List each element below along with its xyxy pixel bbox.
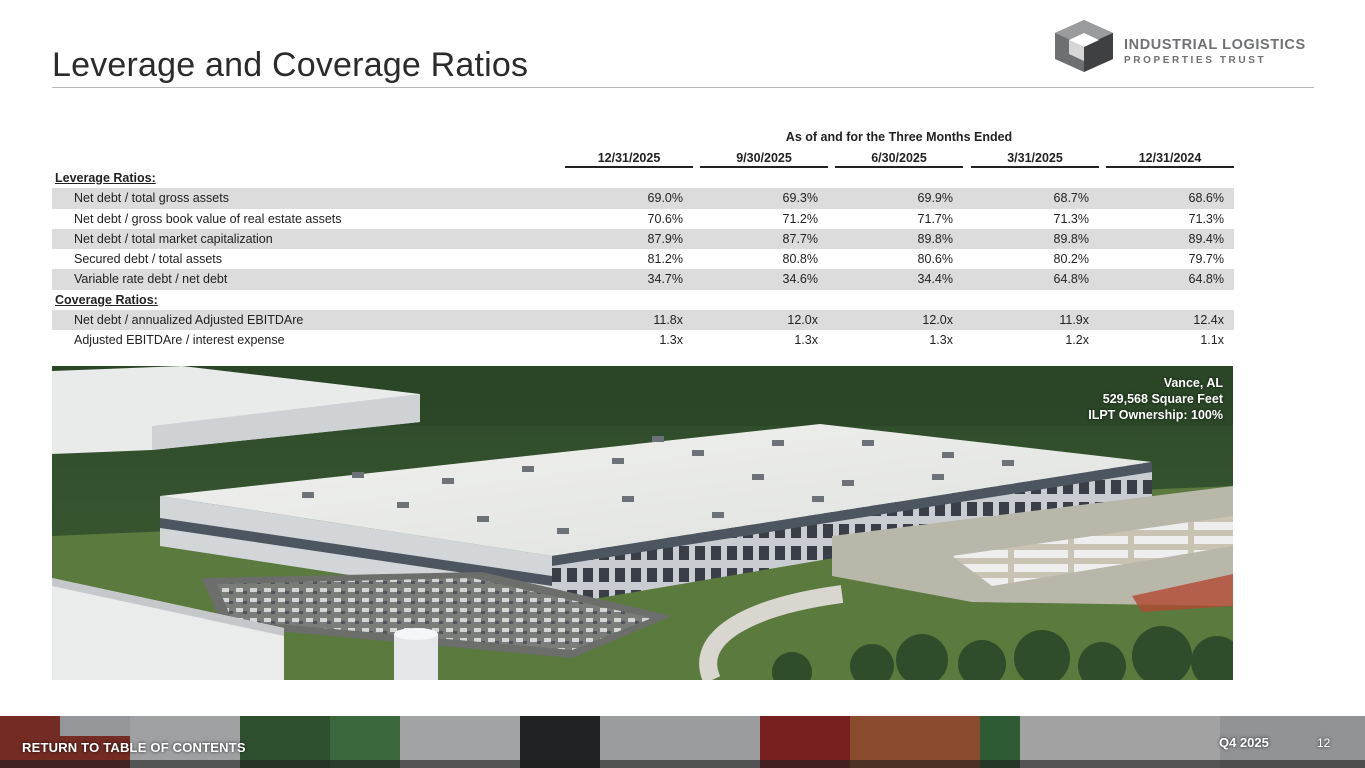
- table-cell: 11.9x: [1059, 313, 1089, 328]
- property-caption: Vance, AL 529,568 Square Feet ILPT Owner…: [1088, 375, 1223, 423]
- logo-text-secondary: PROPERTIES TRUST: [1124, 55, 1267, 66]
- table-cell: 89.8%: [917, 231, 953, 246]
- table-cell: 71.3%: [1053, 211, 1089, 226]
- column-header: 3/31/2025: [971, 149, 1099, 168]
- table-cell: 87.9%: [647, 231, 683, 246]
- page-title: Leverage and Coverage Ratios: [52, 46, 529, 84]
- table-cell: 1.3x: [659, 333, 683, 348]
- section-label: Leverage Ratios:: [55, 171, 156, 185]
- logo-text-primary: INDUSTRIAL LOGISTICS: [1124, 37, 1306, 53]
- row-label: Net debt / total gross assets: [74, 191, 229, 206]
- warehouse-aerial-image: [52, 366, 1233, 680]
- property-photo: Vance, AL 529,568 Square Feet ILPT Owner…: [52, 366, 1233, 680]
- table-row: Secured debt / total assets 81.2% 80.8% 80.…: [52, 249, 1234, 269]
- table-cell: 11.8x: [653, 313, 683, 328]
- column-header: 12/31/2024: [1106, 149, 1234, 168]
- table-cell: 81.2%: [647, 252, 683, 267]
- table-cell: 34.4%: [917, 272, 953, 287]
- table-cell: 71.2%: [782, 211, 818, 226]
- property-size: 529,568 Square Feet: [1102, 392, 1223, 406]
- table-cell: 12.4x: [1193, 313, 1224, 328]
- table-cell: 12.0x: [922, 313, 953, 328]
- table-row: Variable rate debt / net debt 34.7% 34.6% 3…: [52, 269, 1234, 290]
- table-row: Net debt / annualized Adjusted EBITDAre 1…: [52, 310, 1234, 331]
- return-to-contents-link[interactable]: RETURN TO TABLE OF CONTENTS: [22, 740, 246, 755]
- table-row: Net debt / gross book value of real esta…: [52, 209, 1234, 229]
- table-cell: 69.3%: [782, 191, 818, 206]
- row-label: Net debt / total market capitalization: [74, 231, 273, 246]
- table-cell: 1.1x: [1200, 333, 1224, 348]
- table-cell: 34.6%: [782, 272, 818, 287]
- footer-banner: RETURN TO TABLE OF CONTENTS Q4 2025 12: [0, 716, 1365, 768]
- table-cell: 79.7%: [1188, 252, 1224, 267]
- column-header: 6/30/2025: [835, 149, 963, 168]
- section-header-row: Coverage Ratios:: [52, 290, 1234, 310]
- table-cell: 69.0%: [647, 191, 683, 206]
- column-header: 12/31/2025: [565, 149, 693, 168]
- trucks-banner-image: [0, 716, 1365, 768]
- table-cell: 69.9%: [917, 191, 953, 206]
- row-label: Variable rate debt / net debt: [74, 272, 228, 287]
- table-cell: 64.8%: [1053, 272, 1089, 287]
- company-logo: INDUSTRIAL LOGISTICS PROPERTIES TRUST: [1055, 20, 1325, 74]
- cube-logo-icon: [1055, 20, 1113, 72]
- table-cell: 1.2x: [1065, 333, 1089, 348]
- section-header-row: Leverage Ratios:: [52, 168, 1234, 188]
- table-cell: 87.7%: [782, 231, 818, 246]
- row-label: Adjusted EBITDAre / interest expense: [74, 333, 285, 348]
- table-cell: 68.7%: [1053, 191, 1089, 206]
- table-cell: 89.4%: [1188, 231, 1224, 246]
- table-body: Leverage Ratios: Net debt / total gross a…: [52, 168, 1234, 351]
- column-headers: 12/31/2025 9/30/2025 6/30/2025 3/31/2025 12/…: [52, 149, 1234, 168]
- table-cell: 71.7%: [917, 211, 953, 226]
- property-location: Vance, AL: [1163, 376, 1223, 390]
- title-divider: [52, 87, 1314, 88]
- period-header: As of and for the Three Months Ended: [785, 130, 1013, 144]
- table-cell: 68.6%: [1188, 191, 1224, 206]
- column-header: 9/30/2025: [700, 149, 828, 168]
- section-label: Coverage Ratios:: [55, 292, 158, 307]
- property-ownership: ILPT Ownership: 100%: [1088, 408, 1223, 422]
- row-label: Net debt / annualized Adjusted EBITDAre: [74, 313, 304, 328]
- row-label: Net debt / gross book value of real esta…: [74, 211, 342, 226]
- table-cell: 70.6%: [647, 211, 683, 226]
- table-row: Adjusted EBITDAre / interest expense 1.3x…: [52, 330, 1234, 350]
- table-cell: 80.2%: [1053, 252, 1089, 267]
- row-label: Secured debt / total assets: [74, 252, 223, 267]
- report-period: Q4 2025: [1219, 735, 1269, 750]
- table-row: Net debt / total market capitalization 87…: [52, 228, 1234, 250]
- table-cell: 80.8%: [782, 252, 818, 267]
- table-cell: 34.7%: [647, 272, 683, 287]
- table-row: Net debt / total gross assets 69.0% 69.3% 6…: [52, 188, 1234, 209]
- table-cell: 71.3%: [1188, 211, 1224, 226]
- table-cell: 64.8%: [1188, 272, 1224, 287]
- table-cell: 12.0x: [787, 313, 818, 328]
- table-cell: 1.3x: [794, 333, 818, 348]
- table-cell: 1.3x: [929, 333, 953, 348]
- table-cell: 89.8%: [1053, 231, 1089, 246]
- page-number: 12: [1317, 736, 1331, 750]
- table-cell: 80.6%: [917, 252, 953, 267]
